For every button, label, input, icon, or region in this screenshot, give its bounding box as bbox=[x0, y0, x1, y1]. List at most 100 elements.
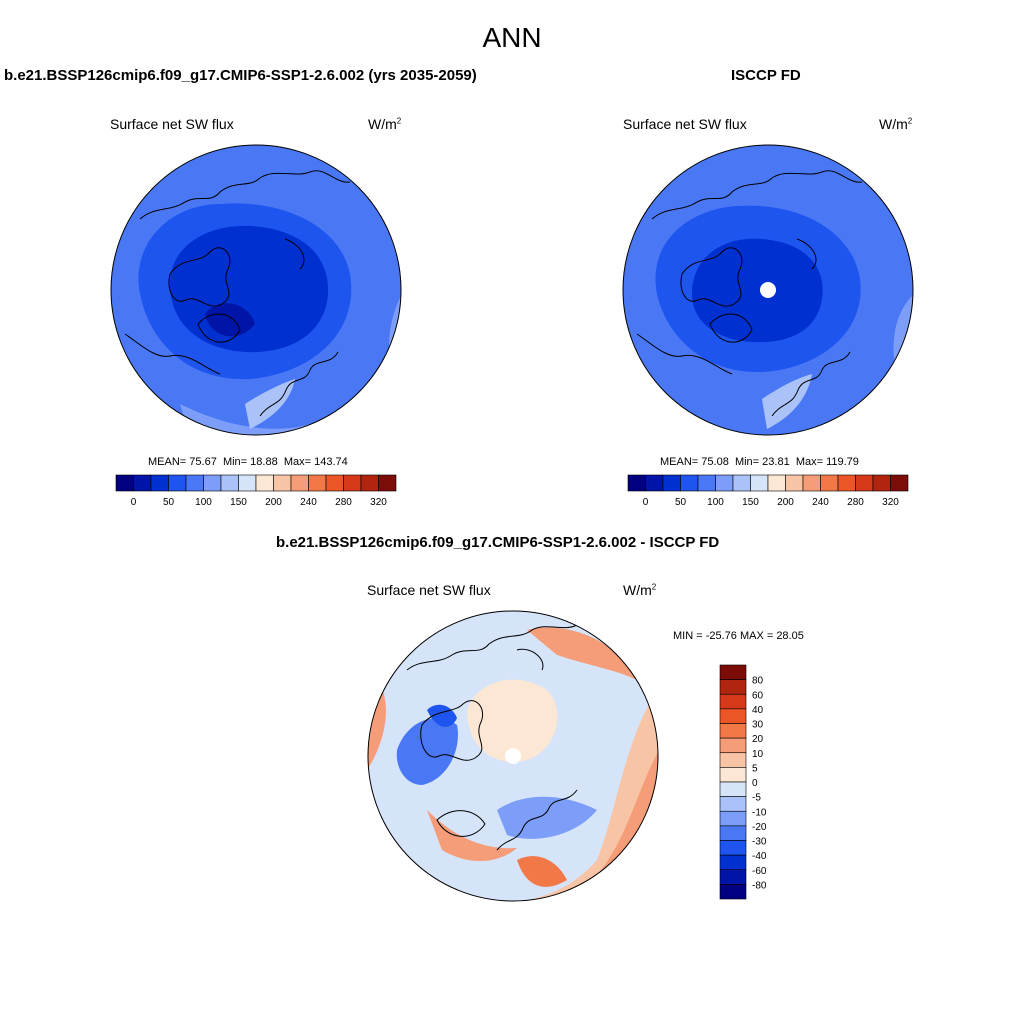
diff-minmax: MIN = -25.76 MAX = 28.05 bbox=[673, 630, 804, 642]
coastline bbox=[259, 351, 339, 417]
colorbar-tick-label: 240 bbox=[300, 497, 317, 508]
colorbar-tick-label: 150 bbox=[230, 497, 247, 508]
colorbar-swatch bbox=[719, 781, 747, 797]
colorbar-tick-label: 100 bbox=[195, 497, 212, 508]
colorbar-swatch bbox=[220, 474, 239, 492]
colorbar-swatch bbox=[719, 679, 747, 695]
right-units-label: W/m2 bbox=[879, 116, 913, 132]
colorbar-tick-label: -5 bbox=[752, 793, 761, 804]
map-fill bbox=[245, 379, 295, 429]
colorbar-swatch bbox=[168, 474, 187, 492]
colorbar-swatch bbox=[837, 474, 856, 492]
coastline bbox=[636, 333, 733, 375]
colorbar-swatch bbox=[719, 810, 747, 827]
map-fill bbox=[497, 796, 597, 839]
colorbar-swatch bbox=[308, 474, 327, 492]
coastline bbox=[197, 313, 241, 343]
map-fill bbox=[467, 679, 558, 762]
coastline bbox=[139, 170, 351, 220]
colorbar-tick-label: 0 bbox=[131, 497, 137, 508]
colorbar-swatch bbox=[325, 474, 344, 492]
right-polar-map bbox=[622, 144, 914, 436]
colorbar-swatch bbox=[719, 840, 747, 856]
colorbar-tick-label: 5 bbox=[752, 763, 758, 774]
colorbar-tick-label: 10 bbox=[752, 749, 764, 760]
colorbar-swatch bbox=[719, 796, 747, 812]
colorbar-tick-label: 80 bbox=[752, 676, 764, 687]
colorbar-swatch bbox=[719, 767, 747, 783]
colorbar-tick-label: 320 bbox=[882, 497, 899, 508]
colorbar-swatch bbox=[150, 474, 169, 492]
coastline bbox=[651, 170, 863, 220]
colorbar-swatch bbox=[680, 474, 699, 492]
colorbar-tick-label: 100 bbox=[707, 497, 724, 508]
left-panel-title: b.e21.BSSP126cmip6.f09_g17.CMIP6-SSP1-2.… bbox=[4, 67, 477, 84]
left-polar-map bbox=[110, 144, 402, 436]
right-colorbar: 0 50 100 150 200 240 280 320 bbox=[627, 474, 909, 508]
colorbar-swatch bbox=[378, 474, 397, 492]
colorbar-swatch bbox=[273, 474, 292, 492]
coastline bbox=[680, 247, 743, 307]
colorbar-swatch bbox=[719, 693, 747, 710]
right-panel-title: ISCCP FD bbox=[731, 67, 801, 84]
map-fill bbox=[396, 718, 458, 785]
colorbar-tick-label: -60 bbox=[752, 866, 767, 877]
colorbar-tick-label: -30 bbox=[752, 837, 767, 848]
colorbar-swatch bbox=[719, 664, 747, 680]
colorbar-swatch bbox=[719, 884, 747, 900]
colorbar-swatch bbox=[767, 474, 786, 492]
colorbar-tick-label: 200 bbox=[265, 497, 282, 508]
colorbar-swatch bbox=[697, 474, 716, 492]
colorbar-swatch bbox=[645, 474, 664, 492]
colorbar-swatch bbox=[627, 474, 646, 492]
colorbar-swatch bbox=[185, 474, 204, 492]
colorbar-swatch bbox=[715, 474, 734, 492]
colorbar-tick-label: 320 bbox=[370, 497, 387, 508]
missing-data-hole bbox=[505, 748, 521, 764]
colorbar-swatch bbox=[719, 723, 747, 739]
diff-colorbar: 80 60 40 30 20 10 5 0 -5 -10 -20 -30 -40 -60 -80 bbox=[719, 664, 767, 900]
colorbar-swatch bbox=[785, 474, 804, 492]
colorbar-tick-label: 240 bbox=[812, 497, 829, 508]
colorbar-swatch bbox=[750, 474, 769, 492]
map-fill bbox=[427, 810, 517, 862]
colorbar-tick-label: 30 bbox=[752, 720, 764, 731]
map-fill bbox=[170, 225, 329, 353]
left-variable-label: Surface net SW flux bbox=[110, 116, 234, 132]
diff-polar-map bbox=[367, 610, 659, 902]
colorbar-swatch bbox=[719, 737, 747, 754]
diff-variable-label: Surface net SW flux bbox=[367, 582, 491, 598]
colorbar-swatch bbox=[238, 474, 257, 492]
colorbar-tick-label: 200 bbox=[777, 497, 794, 508]
coastline bbox=[436, 810, 486, 837]
coastline bbox=[406, 624, 578, 671]
colorbar-tick-label: -80 bbox=[752, 880, 767, 891]
colorbar-swatch bbox=[115, 474, 134, 492]
left-stats: MEAN= 75.67 Min= 18.88 Max= 143.74 bbox=[148, 456, 348, 468]
colorbar-swatch bbox=[890, 474, 909, 492]
colorbar-swatch bbox=[732, 474, 751, 492]
right-variable-label: Surface net SW flux bbox=[623, 116, 747, 132]
colorbar-swatch bbox=[343, 474, 362, 492]
left-colorbar: 0 50 100 150 200 240 280 320 bbox=[115, 474, 397, 508]
colorbar-tick-label: 20 bbox=[752, 734, 764, 745]
colorbar-swatch bbox=[719, 825, 747, 841]
colorbar-tick-label: 280 bbox=[847, 497, 864, 508]
map-fill bbox=[517, 856, 567, 887]
coastline bbox=[796, 238, 817, 270]
colorbar-tick-label: -10 bbox=[752, 807, 767, 818]
coastline bbox=[124, 333, 221, 375]
diff-units-label: W/m2 bbox=[623, 582, 657, 598]
colorbar-tick-label: 150 bbox=[742, 497, 759, 508]
map-fill bbox=[205, 303, 255, 337]
coastline bbox=[709, 313, 753, 343]
colorbar-swatch bbox=[360, 474, 379, 492]
colorbar-tick-label: 50 bbox=[675, 497, 687, 508]
right-stats: MEAN= 75.08 Min= 23.81 Max= 119.79 bbox=[660, 456, 859, 468]
coastline bbox=[420, 700, 483, 761]
figure-title: ANN bbox=[482, 22, 542, 53]
colorbar-tick-label: -40 bbox=[752, 851, 767, 862]
colorbar-swatch bbox=[255, 474, 274, 492]
colorbar-tick-label: 280 bbox=[335, 497, 352, 508]
colorbar-tick-label: 50 bbox=[163, 497, 175, 508]
